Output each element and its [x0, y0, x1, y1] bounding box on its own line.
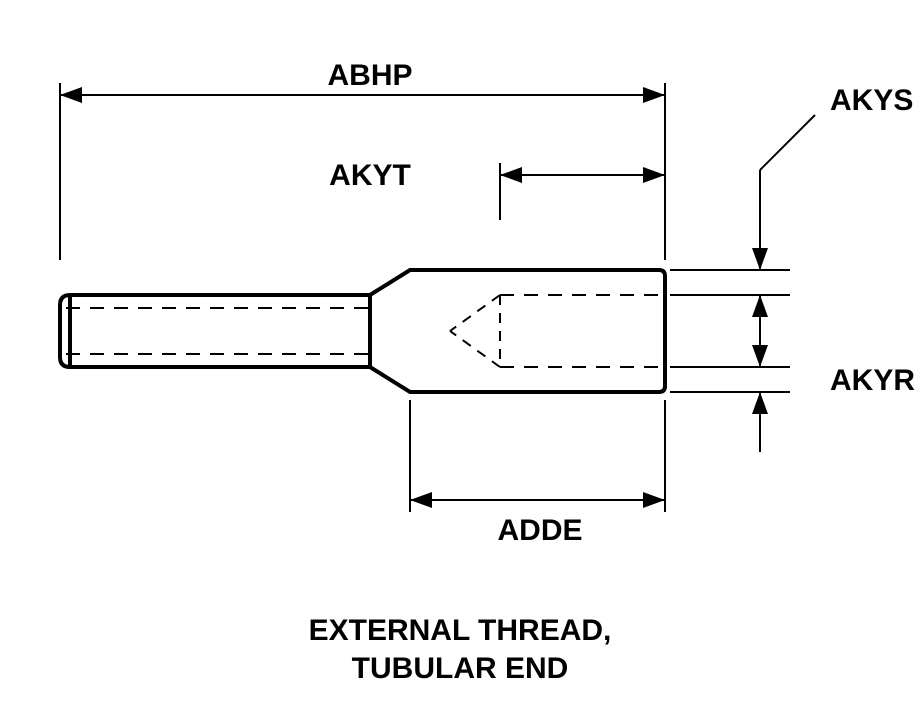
caption-line2: TUBULAR END [352, 652, 569, 685]
technical-drawing: ABHP AKYT ADDE AKYS AKYR EXTERNAL THREAD, TUB… [0, 0, 920, 726]
dim-label-AKYT: AKYT [329, 159, 411, 192]
dim-label-ADDE: ADDE [497, 514, 582, 547]
dim-label-AKYR: AKYR [830, 364, 915, 397]
dim-label-AKYS: AKYS [830, 84, 913, 117]
dim-label-ABHP: ABHP [327, 59, 412, 92]
caption-line1: EXTERNAL THREAD, [309, 614, 612, 647]
part-outline [60, 270, 665, 392]
